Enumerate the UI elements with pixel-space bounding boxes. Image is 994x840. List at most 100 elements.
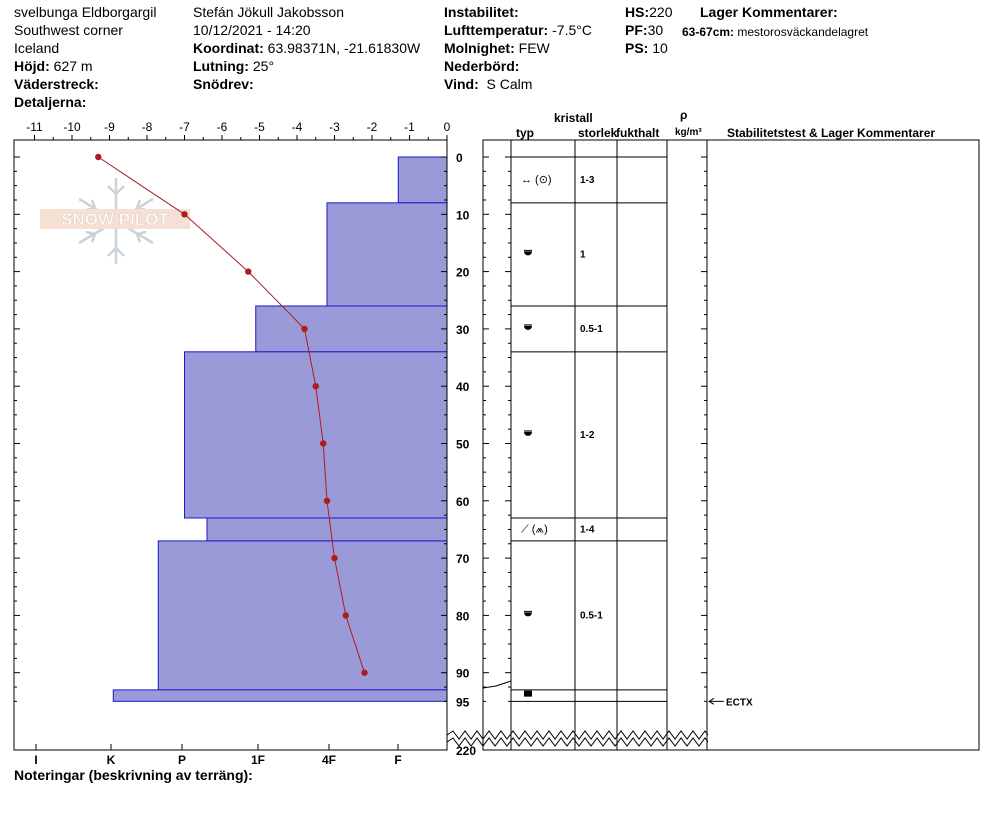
stability-heading: Stabilitetstest & Lager Kommentarer	[727, 126, 936, 140]
rounded-grain-icon	[524, 431, 532, 436]
hs-value: 220	[649, 4, 673, 20]
temperature-point	[301, 325, 308, 333]
temperature-line	[97, 156, 365, 673]
hardness-layer-6	[157, 540, 448, 691]
hs-label: HS:	[625, 4, 650, 20]
temp-tick-label: -8	[142, 120, 153, 134]
depth-tick-label: 80	[456, 609, 470, 623]
logo-text: SNOW PILOT	[61, 210, 169, 229]
temp-tick-label: -5	[254, 120, 265, 134]
hardness-layer-5	[206, 517, 448, 542]
temp-tick-label: -7	[179, 120, 190, 134]
airtemp-label: Lufttemperatur:	[444, 22, 549, 38]
rounded-grain-icon	[524, 325, 532, 330]
ice-layer-icon	[524, 690, 532, 697]
grain-size-label: 0.5-1	[580, 324, 603, 335]
pf-value: 30	[647, 22, 664, 38]
pf-label: PF:	[625, 22, 648, 38]
hardness-layers	[112, 156, 448, 702]
depth-tick-label: 50	[456, 438, 470, 452]
airtemp-row: Lufttemperatur: -7.5°C	[444, 22, 592, 39]
temperature-point	[181, 211, 188, 218]
precip-label: Nederbörd:	[444, 58, 520, 74]
temp-tick-label: -9	[104, 120, 115, 134]
grain-size-label: 1-2	[580, 430, 595, 441]
axes: -11 -10 -9 -8 -7 -6 -5 -4 -3 -2 -1 0010203040506070…	[14, 120, 476, 767]
sky-row: Molnighet: FEW	[444, 40, 550, 57]
temperature-point	[312, 383, 319, 390]
depth-tick-label: 10	[456, 208, 470, 222]
slope-value: 25°	[252, 58, 275, 74]
depth-tick-label: 0	[456, 151, 463, 165]
scale-break-upper	[446, 730, 709, 740]
hardness-layer-3	[255, 305, 448, 353]
temp-tick-label: -3	[329, 120, 340, 134]
ps-row: PS: 10	[625, 40, 668, 57]
logo-banner	[40, 209, 190, 229]
location-country: Iceland	[14, 40, 60, 56]
hardness-tick-label: F	[394, 753, 401, 767]
size-heading: storlek	[578, 126, 618, 140]
ps-value: 10	[652, 40, 668, 56]
hardness-layer-2	[326, 202, 448, 307]
wind-label: Vind:	[444, 76, 479, 92]
hs-row: HS:220	[625, 4, 672, 21]
depth-tick-label: 20	[456, 266, 470, 280]
depth-tick-label: 40	[456, 380, 470, 394]
location-area: Southwest corner	[14, 22, 123, 38]
snowpilot-logo: SNOW PILOT	[40, 178, 190, 264]
slope-row: Lutning: 25°	[193, 58, 274, 75]
density-rho: ρ	[680, 108, 688, 122]
grain-size-label: 1-3	[580, 175, 595, 186]
hardness-tick-label: I	[34, 753, 37, 767]
temperature-point	[331, 554, 338, 562]
table-frame	[482, 139, 980, 751]
depth-tick-label: 30	[456, 323, 470, 337]
sky-label: Molnighet:	[444, 40, 515, 56]
temp-tick-label: -4	[292, 120, 303, 134]
hardness-layer-4	[184, 351, 448, 519]
bottom-connector	[482, 680, 512, 689]
sky-value: FEW	[518, 40, 550, 56]
temperature-point	[342, 612, 349, 619]
grain-type-label: ↔ (⊙)	[521, 174, 552, 186]
elevation-label: Höjd:	[14, 58, 50, 74]
stability-arrowhead	[708, 697, 715, 705]
instability-label: Instabilitet:	[444, 4, 519, 20]
aspect-label: Väderstreck:	[14, 76, 99, 92]
temperature-profile	[95, 153, 368, 676]
layer-comment-depth: 63-67cm:	[682, 25, 735, 39]
hardness-tick-label: 1F	[251, 753, 265, 767]
hardness-tick-label: P	[178, 753, 186, 767]
temp-tick-label: 0	[444, 120, 451, 134]
depth-tick-label: 70	[456, 552, 470, 566]
airtemp-value: -7.5°C	[552, 22, 592, 38]
wind-value: S Calm	[486, 76, 533, 92]
temperature-point	[95, 153, 102, 161]
grain-size-label: 1-4	[580, 524, 595, 535]
temp-tick-label: -11	[26, 120, 43, 134]
depth-tick-label: 60	[456, 495, 470, 509]
depth-tick-label: 90	[456, 667, 470, 681]
density-unit: kg/m³	[675, 127, 702, 138]
layer-table: ↔ (⊙) 1-3 1 0.5-1 1-2 ⟋ (⩕) 1-4 0.5-1 ECTX	[482, 139, 980, 751]
grain-type-label: ⟋ (⩕)	[521, 523, 548, 535]
slope-label: Lutning:	[193, 58, 249, 74]
hardness-tick-label: K	[107, 753, 116, 767]
layer-comments-title: Lager Kommentarer:	[700, 4, 838, 20]
plot-frame	[13, 139, 448, 751]
observation-datetime: 10/12/2021 - 14:20	[193, 22, 311, 38]
grain-size-label: 1	[580, 249, 586, 260]
elevation-value: 627 m	[53, 58, 93, 74]
grain-size-label: 0.5-1	[580, 610, 603, 621]
moisture-heading: fukthalt	[616, 126, 660, 140]
drift-label: Snödrev:	[193, 76, 254, 92]
coordinate-value: 63.98371N, -21.61830W	[267, 40, 421, 56]
depth-bottom-label: 220	[456, 744, 476, 758]
temp-tick-label: -6	[217, 120, 228, 134]
coordinate-row: Koordinat: 63.98371N, -21.61830W	[193, 40, 420, 57]
notes-label: Noteringar (beskrivning av terräng):	[14, 767, 253, 783]
observer-name: Stefán Jökull Jakobsson	[193, 4, 344, 20]
wind-row: Vind: S Calm	[444, 76, 532, 93]
